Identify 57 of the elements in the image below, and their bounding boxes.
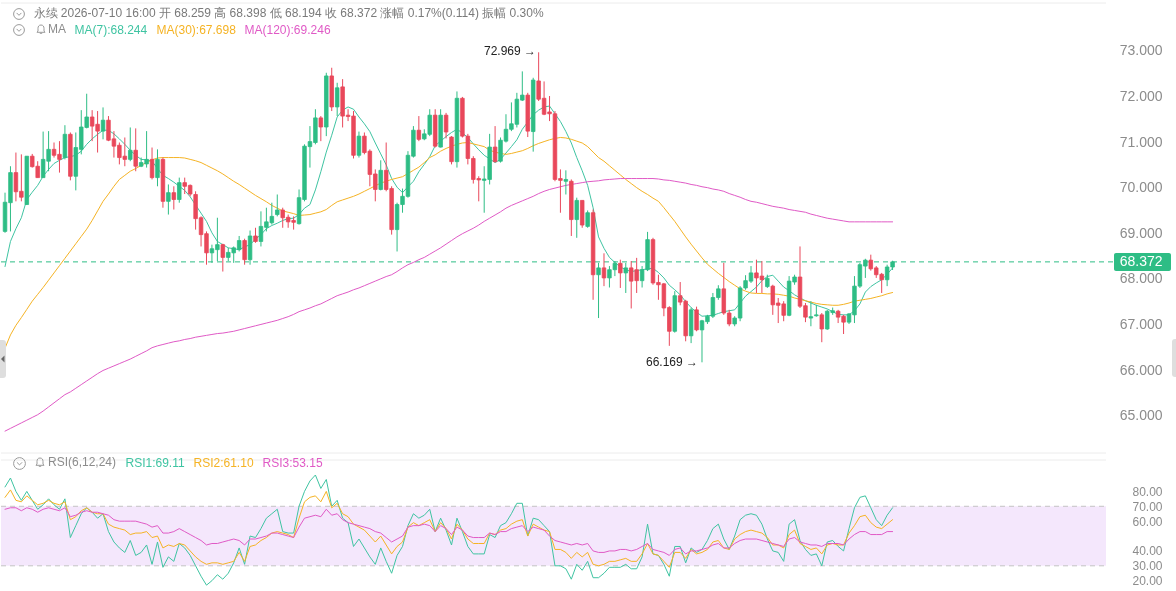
annotation: 66.169 →	[645, 355, 698, 369]
candlestick	[128, 126, 133, 162]
y-tick-label: 73.000	[1119, 42, 1163, 59]
chart-title: 永续 2026-07-10 16:00 开 68.259 高 68.398 低 68.194 收 68.372 涨幅 0.17%(0.114) 振幅 0.30%	[33, 5, 544, 20]
candlestick	[177, 177, 182, 204]
y-tick-label: 71.000	[1119, 133, 1163, 150]
line-series	[4, 178, 894, 432]
candlestick	[100, 106, 106, 140]
text: RSI2:61.10	[193, 456, 254, 471]
y-tick-label: 65.000	[1119, 407, 1163, 424]
candlestick	[242, 238, 247, 266]
y-tick-label: 80.00	[1132, 484, 1163, 499]
y-tick-label: 20.00	[1132, 574, 1163, 589]
legend-title: MA	[48, 22, 67, 37]
y-tick-label: 66.000	[1119, 361, 1163, 378]
line-series	[4, 489, 894, 568]
candlestick	[601, 252, 607, 287]
text: MA(7):68.244	[74, 23, 148, 38]
candlestick	[808, 300, 814, 327]
y-tick-label: 72.000	[1119, 87, 1163, 104]
candlestick	[318, 115, 324, 142]
candlestick	[356, 131, 362, 159]
text: MA(30):67.698	[156, 23, 237, 38]
candlestick	[819, 312, 824, 343]
candlestick	[443, 112, 449, 139]
candlestick	[62, 124, 68, 160]
candlestick	[220, 243, 226, 273]
legend-title: RSI(6,12,24)	[48, 455, 117, 470]
candlestick	[171, 185, 177, 211]
candlestick	[275, 193, 280, 217]
candlestick	[334, 82, 340, 117]
candlestick	[416, 115, 422, 142]
y-tick-label: 68.372	[1119, 253, 1163, 270]
candlestick	[618, 259, 623, 289]
candlestick	[574, 197, 579, 239]
y-tick-label: 69.000	[1119, 224, 1163, 241]
candlestick	[492, 125, 498, 164]
candlestick	[155, 148, 160, 187]
y-tick-label: 60.00	[1132, 514, 1163, 529]
y-tick-label: 40.00	[1132, 544, 1163, 559]
text: MA(120):69.246	[244, 23, 331, 38]
y-tick-label: 70.000	[1119, 179, 1163, 196]
y-tick-label: 30.00	[1132, 559, 1163, 574]
text: RSI3:53.15	[262, 456, 323, 471]
line-series	[4, 474, 894, 586]
annotation: 72.969 →	[483, 44, 536, 58]
text: RSI1:69.11	[125, 456, 185, 471]
line-series	[4, 507, 894, 556]
y-tick-label: 70.00	[1132, 499, 1163, 514]
candlestick	[563, 169, 569, 195]
candlestick	[166, 183, 171, 216]
candlestick	[378, 159, 383, 191]
candlestick	[149, 147, 155, 180]
candlestick	[133, 127, 138, 172]
candlestick	[694, 306, 699, 332]
y-tick-label: 68.000	[1119, 270, 1163, 287]
y-tick-label: 67.000	[1119, 315, 1163, 332]
